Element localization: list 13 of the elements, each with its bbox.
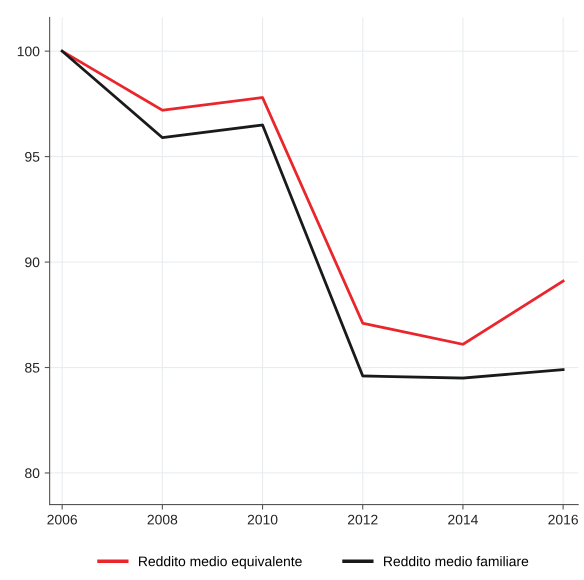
y-tick-label: 95	[25, 152, 40, 162]
legend-label: Reddito medio familiare	[384, 556, 528, 566]
y-tick-label: 90	[25, 257, 40, 268]
x-tick-label: 2014	[448, 514, 478, 525]
x-tick-label: 2010	[248, 514, 278, 525]
x-tick-label: 2008	[148, 514, 178, 525]
x-tick-label: 2012	[348, 514, 378, 525]
x-tick-label: 2006	[47, 514, 78, 525]
y-tick-label: 85	[25, 362, 40, 373]
y-tick-label: 100	[18, 46, 40, 56]
x-tick-label: 2016	[548, 514, 578, 525]
legend-label: Reddito medio equivalente	[139, 556, 302, 570]
y-tick-label: 80	[25, 468, 40, 478]
